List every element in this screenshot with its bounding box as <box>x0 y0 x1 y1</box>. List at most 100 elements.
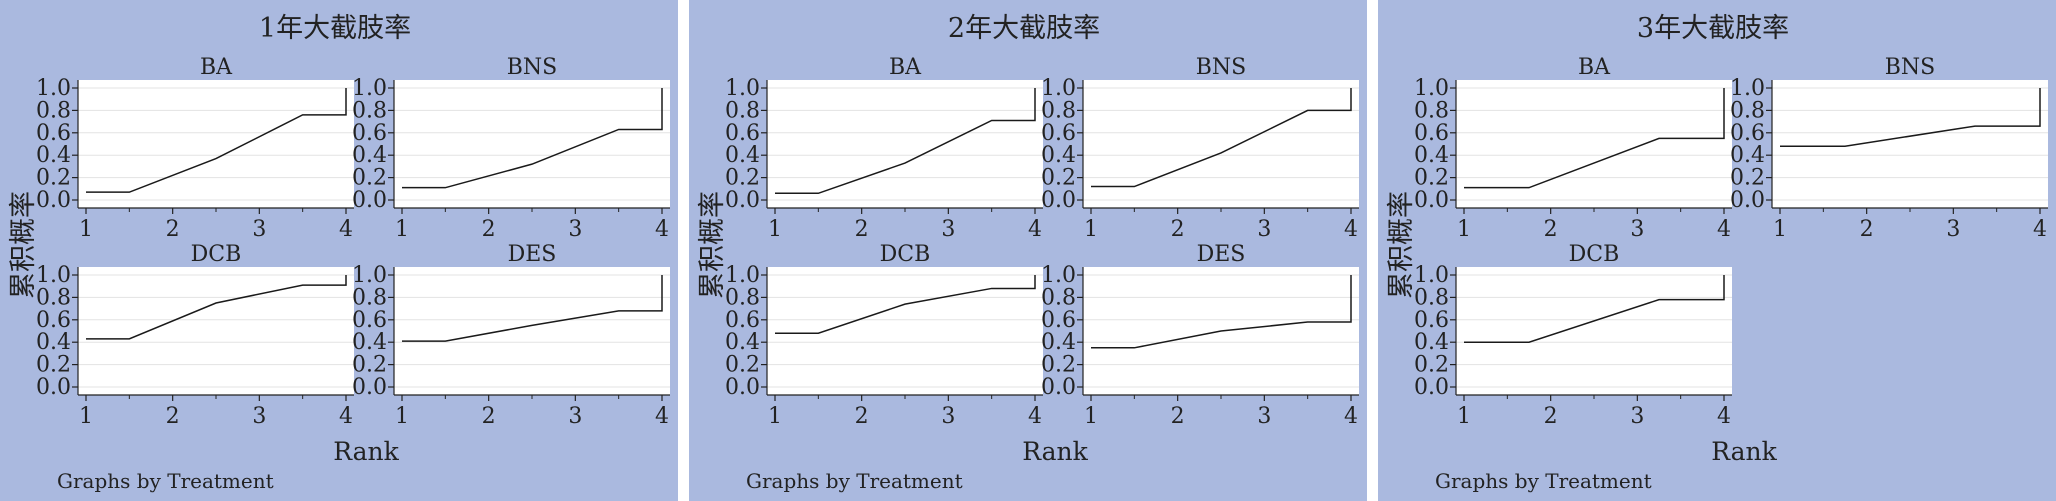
series-line-bns <box>402 88 663 189</box>
x-tick-label: 3 <box>941 217 955 242</box>
subplot-label: DCB <box>1569 242 1620 267</box>
y-tick-label: 0.2 <box>1041 353 1076 378</box>
y-tick-label: 1.0 <box>36 76 71 101</box>
y-tick-label: 0.6 <box>1730 121 1765 146</box>
subplot-bns: 0.00.20.40.60.81.0 1 2 3 4 <box>352 76 670 242</box>
chart-title: 2年大截肢率 <box>948 13 1100 44</box>
x-tick-label: 4 <box>1717 404 1731 429</box>
x-tick-label: 1 <box>768 217 782 242</box>
x-axis-title: Rank <box>1022 437 1088 466</box>
y-tick-label: 0.6 <box>1414 308 1449 333</box>
series-line-ba <box>775 88 1036 195</box>
y-axis-title: 累积概率 <box>1386 191 1417 299</box>
subplot-label: DES <box>1197 242 1246 267</box>
y-tick-label: 0.8 <box>725 285 760 310</box>
x-tick-label: 2 <box>482 217 496 242</box>
y-tick-label: 0.6 <box>352 121 387 146</box>
y-tick-label: 0.2 <box>1041 166 1076 191</box>
x-tick-label: 3 <box>252 217 266 242</box>
y-tick-label: 0.4 <box>1414 143 1449 168</box>
y-tick-label: 0.0 <box>1730 188 1765 213</box>
series-line-bns <box>1780 88 2041 147</box>
subplot-label: BA <box>200 55 233 80</box>
x-tick-label: 4 <box>2033 217 2047 242</box>
x-tick-label: 4 <box>1028 404 1042 429</box>
x-tick-label: 3 <box>1630 217 1644 242</box>
y-tick-label: 1.0 <box>1730 76 1765 101</box>
x-tick-label: 2 <box>855 217 869 242</box>
graphs-by-note: Graphs by Treatment <box>746 469 963 493</box>
x-tick-label: 1 <box>1773 217 1787 242</box>
series-line-dcb <box>1464 275 1725 343</box>
x-tick-label: 4 <box>1717 217 1731 242</box>
subplot-des: 0.00.20.40.60.81.0 1 2 3 4 <box>352 263 670 429</box>
y-tick-label: 0.6 <box>725 308 760 333</box>
y-tick-label: 0.8 <box>1041 98 1076 123</box>
y-tick-label: 0.4 <box>1730 143 1765 168</box>
x-tick-label: 3 <box>1630 404 1644 429</box>
y-tick-label: 0.2 <box>1414 353 1449 378</box>
chart-title: 3年大截肢率 <box>1637 13 1789 44</box>
subplot-dcb: 0.00.20.40.60.81.0 1 2 3 4 <box>36 263 354 429</box>
y-tick-label: 0.4 <box>36 330 71 355</box>
y-tick-label: 0.6 <box>1041 308 1076 333</box>
x-tick-label: 3 <box>568 217 582 242</box>
y-tick-label: 0.8 <box>352 98 387 123</box>
x-tick-label: 3 <box>941 404 955 429</box>
y-tick-label: 0.2 <box>352 353 387 378</box>
x-tick-label: 2 <box>1171 217 1185 242</box>
plot-area <box>1772 80 2048 208</box>
y-tick-label: 0.0 <box>725 188 760 213</box>
x-tick-label: 1 <box>1084 404 1098 429</box>
x-tick-label: 4 <box>655 404 669 429</box>
series-line-des <box>402 275 663 342</box>
x-tick-label: 3 <box>1257 217 1271 242</box>
y-tick-label: 0.0 <box>725 375 760 400</box>
plot-area <box>394 80 670 208</box>
y-tick-label: 0.0 <box>1414 188 1449 213</box>
y-tick-label: 0.6 <box>1414 121 1449 146</box>
x-tick-label: 1 <box>1457 217 1471 242</box>
y-tick-label: 0.4 <box>352 330 387 355</box>
y-tick-label: 0.0 <box>36 188 71 213</box>
y-tick-label: 0.2 <box>725 166 760 191</box>
y-tick-label: 0.2 <box>36 166 71 191</box>
y-tick-label: 0.8 <box>36 98 71 123</box>
x-tick-label: 4 <box>1028 217 1042 242</box>
x-tick-label: 1 <box>1457 404 1471 429</box>
subplot-label: DES <box>508 242 557 267</box>
graphs-by-note: Graphs by Treatment <box>57 469 274 493</box>
y-tick-label: 1.0 <box>725 76 760 101</box>
y-tick-label: 0.4 <box>1041 143 1076 168</box>
y-tick-label: 0.2 <box>1414 166 1449 191</box>
y-tick-label: 0.8 <box>1041 285 1076 310</box>
y-tick-label: 0.0 <box>352 375 387 400</box>
y-tick-label: 1.0 <box>1414 76 1449 101</box>
y-tick-label: 0.8 <box>1730 98 1765 123</box>
y-tick-label: 0.0 <box>1041 188 1076 213</box>
graphs-by-note: Graphs by Treatment <box>1435 469 1652 493</box>
x-tick-label: 1 <box>79 404 93 429</box>
y-tick-label: 1.0 <box>352 76 387 101</box>
series-line-dcb <box>86 275 347 340</box>
plot-area <box>78 80 354 208</box>
y-tick-label: 1.0 <box>1041 76 1076 101</box>
x-tick-label: 3 <box>1946 217 1960 242</box>
subplot-label: BNS <box>1885 55 1936 80</box>
y-tick-label: 1.0 <box>36 263 71 288</box>
subplot-des: 0.00.20.40.60.81.0 1 2 3 4 <box>1041 263 1359 429</box>
x-tick-label: 2 <box>166 404 180 429</box>
x-axis-title: Rank <box>1711 437 1777 466</box>
x-tick-label: 3 <box>1257 404 1271 429</box>
x-tick-label: 1 <box>1084 217 1098 242</box>
y-tick-label: 0.8 <box>36 285 71 310</box>
x-tick-label: 4 <box>1344 404 1358 429</box>
plot-area <box>394 267 670 395</box>
y-tick-label: 0.0 <box>36 375 71 400</box>
y-axis-title: 累积概率 <box>8 191 39 299</box>
subplot-label: BNS <box>507 55 558 80</box>
subplot-bns: 0.00.20.40.60.81.0 1 2 3 4 <box>1041 76 1359 242</box>
subplot-bns: 0.00.20.40.60.81.0 1 2 3 4 <box>1730 76 2048 242</box>
series-line-ba <box>1464 88 1725 189</box>
